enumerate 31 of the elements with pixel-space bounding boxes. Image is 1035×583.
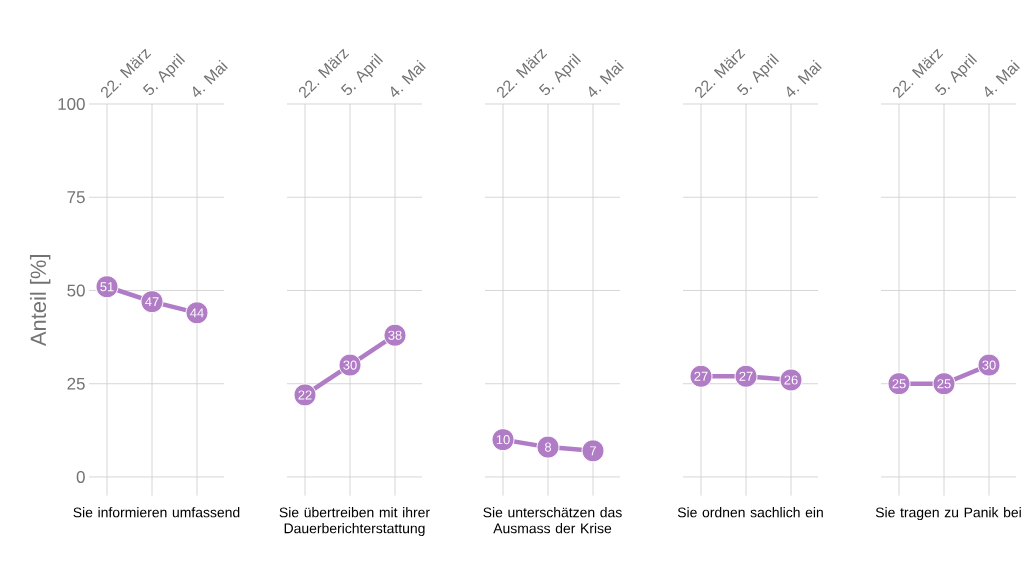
data-label: 26: [784, 375, 798, 385]
x-tick-label: 4. Mai: [984, 59, 1020, 97]
data-label: 30: [343, 360, 357, 370]
data-label: 44: [190, 308, 204, 318]
x-axis-title: Sie informieren umfassend: [73, 507, 240, 518]
y-tick-label: 50: [67, 284, 85, 297]
y-tick-label: 75: [67, 191, 85, 204]
y-axis-title: Anteil [%]: [29, 255, 51, 347]
data-label: 25: [937, 379, 951, 389]
y-tick-label: 0: [76, 470, 85, 483]
data-label: 22: [298, 390, 312, 400]
data-label: 38: [388, 330, 402, 340]
x-tick-label: 4. Mai: [786, 59, 822, 97]
x-axis-title: Sie tragen zu Panik bei: [875, 507, 1021, 521]
x-tick-label: 4. Mai: [390, 59, 426, 97]
data-label: 25: [892, 379, 906, 389]
x-axis-title: Sie unterschätzen das Ausmass der Krise: [483, 507, 622, 534]
data-label: 10: [496, 435, 510, 445]
data-label: 7: [590, 446, 596, 456]
data-label: 30: [982, 360, 996, 370]
data-label: 27: [694, 371, 708, 381]
data-label: 47: [145, 297, 159, 307]
data-label: 51: [100, 282, 114, 292]
x-axis-title: Sie übertreiben mit ihrer Dauerberichterstattung: [279, 507, 430, 537]
y-tick-label: 100: [58, 98, 85, 110]
y-tick-label: 25: [67, 377, 85, 390]
data-label: 8: [544, 442, 552, 452]
x-axis-title: Sie ordnen sachlich ein: [677, 507, 823, 518]
data-label: 27: [739, 371, 753, 381]
x-tick-label: 4. Mai: [588, 59, 624, 97]
x-tick-label: 4. Mai: [192, 59, 228, 97]
